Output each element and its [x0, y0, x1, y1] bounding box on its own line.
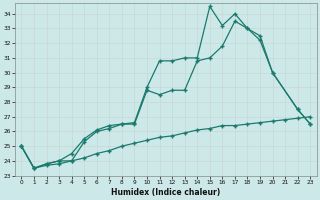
X-axis label: Humidex (Indice chaleur): Humidex (Indice chaleur): [111, 188, 220, 197]
